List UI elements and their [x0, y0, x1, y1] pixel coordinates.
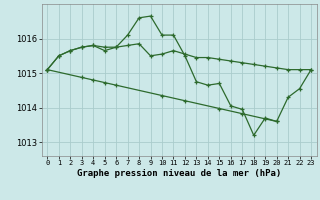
X-axis label: Graphe pression niveau de la mer (hPa): Graphe pression niveau de la mer (hPa)	[77, 169, 281, 178]
